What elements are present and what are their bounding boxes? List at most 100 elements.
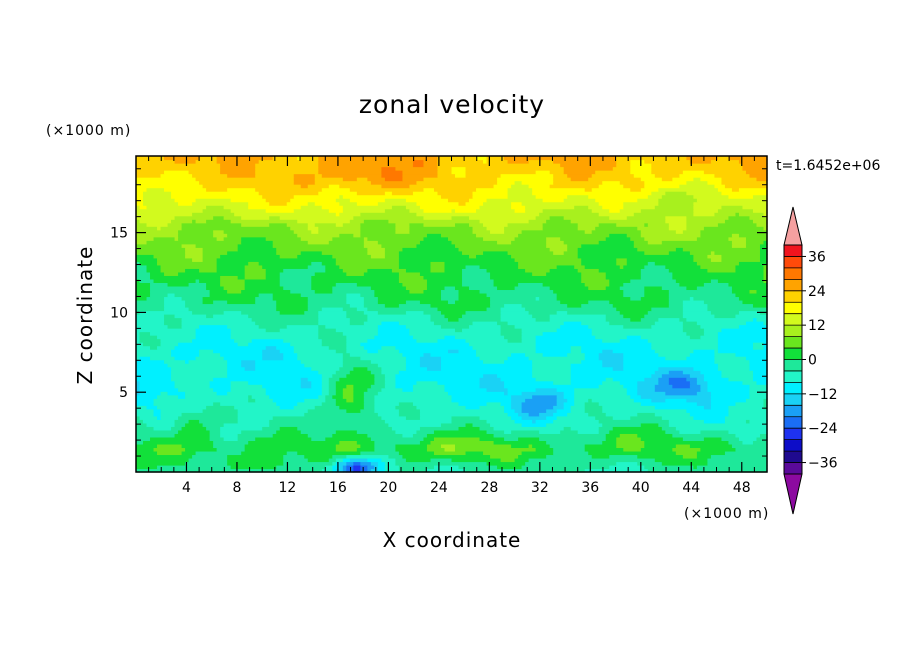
field-cell <box>623 384 638 389</box>
field-cell <box>255 436 312 441</box>
field-cell <box>752 219 768 224</box>
field-cell <box>143 419 176 424</box>
field-cell <box>136 226 158 231</box>
field-cell <box>672 447 701 452</box>
field-cell <box>609 321 656 326</box>
field-cell <box>356 429 397 434</box>
field-cell <box>493 426 565 431</box>
field-cell <box>367 268 393 273</box>
field-cell <box>619 180 645 185</box>
field-cell <box>346 292 361 298</box>
field-cell <box>181 317 253 322</box>
field-cell <box>588 299 610 305</box>
field-cell <box>535 170 551 175</box>
field-cell <box>269 201 288 206</box>
field-cell <box>738 324 768 329</box>
field-cell <box>759 254 768 259</box>
field-cell <box>304 412 379 417</box>
y-tick-label: 15 <box>110 226 128 242</box>
field-cell <box>272 433 309 438</box>
field-cell <box>630 170 652 175</box>
field-cell <box>374 408 400 413</box>
field-cell <box>171 366 228 371</box>
field-cell <box>150 345 158 350</box>
field-cell <box>654 412 691 417</box>
field-cell <box>335 401 365 406</box>
field-cell <box>377 412 400 417</box>
field-cell <box>535 377 572 382</box>
field-cell <box>419 363 442 368</box>
field-cell <box>665 219 687 224</box>
field-cell <box>749 363 768 368</box>
field-cell <box>164 296 183 301</box>
field-cell <box>342 331 379 336</box>
field-cell <box>539 429 561 434</box>
field-cell <box>321 173 382 178</box>
field-cell <box>349 219 365 224</box>
field-cell <box>192 338 235 343</box>
colorbar-segment <box>784 348 802 360</box>
field-cell <box>416 243 456 248</box>
field-cell <box>483 359 505 364</box>
field-cell <box>665 356 687 361</box>
field-cell <box>535 387 558 392</box>
field-cell <box>756 177 768 182</box>
colorbar-segment <box>784 245 802 257</box>
field-cell <box>244 264 263 269</box>
field-cell <box>707 306 768 312</box>
field-cell <box>472 422 491 427</box>
field-cell <box>521 331 544 336</box>
field-cell <box>693 349 716 354</box>
field-cell <box>465 264 481 269</box>
field-cell <box>339 405 365 410</box>
field-cell <box>567 310 621 315</box>
field-cell <box>602 338 621 343</box>
field-cell <box>637 461 663 466</box>
field-cell <box>143 440 214 445</box>
field-cell <box>367 306 439 312</box>
field-cell <box>286 324 319 329</box>
field-cell <box>335 282 358 287</box>
field-cell <box>462 282 495 287</box>
field-cell <box>209 433 221 438</box>
field-cell <box>318 314 347 319</box>
field-cell <box>360 226 397 231</box>
field-cell <box>637 391 666 396</box>
field-cell <box>511 398 526 403</box>
field-cell <box>658 422 670 427</box>
field-cell <box>504 229 523 234</box>
field-cell <box>710 401 737 406</box>
field-cell <box>756 380 768 385</box>
field-cell <box>563 250 579 255</box>
field-cell <box>297 426 393 431</box>
field-cell <box>444 384 481 389</box>
field-cell <box>150 292 169 298</box>
field-cell <box>612 166 631 171</box>
field-cell <box>623 314 645 319</box>
field-cell <box>654 321 684 326</box>
field-cell <box>202 257 218 262</box>
field-cell <box>377 240 421 245</box>
field-cell <box>640 436 684 441</box>
field-cell <box>185 447 218 452</box>
field-cell <box>332 394 344 399</box>
field-cell <box>395 461 488 466</box>
field-cell <box>731 233 740 238</box>
field-cell <box>412 433 428 438</box>
field-cell <box>223 215 242 220</box>
field-cell <box>363 271 400 276</box>
field-cell <box>412 159 425 164</box>
field-cell <box>346 271 365 276</box>
field-cell <box>293 180 316 185</box>
field-cell <box>395 373 484 378</box>
field-cell <box>377 310 407 315</box>
field-cell <box>164 299 186 305</box>
field-cell <box>623 205 656 210</box>
field-cell <box>321 342 347 347</box>
field-cell <box>339 377 375 382</box>
field-cell <box>535 345 572 350</box>
field-cell <box>216 159 260 164</box>
field-cell <box>346 408 361 413</box>
